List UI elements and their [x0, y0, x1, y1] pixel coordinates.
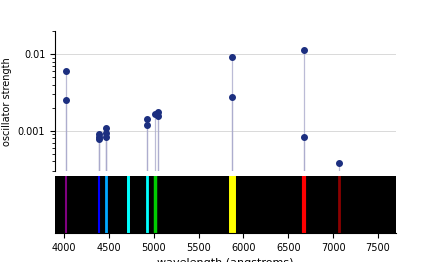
Y-axis label: oscillator strength: oscillator strength: [2, 57, 12, 145]
X-axis label: wavelength (angstroms): wavelength (angstroms): [157, 258, 294, 262]
